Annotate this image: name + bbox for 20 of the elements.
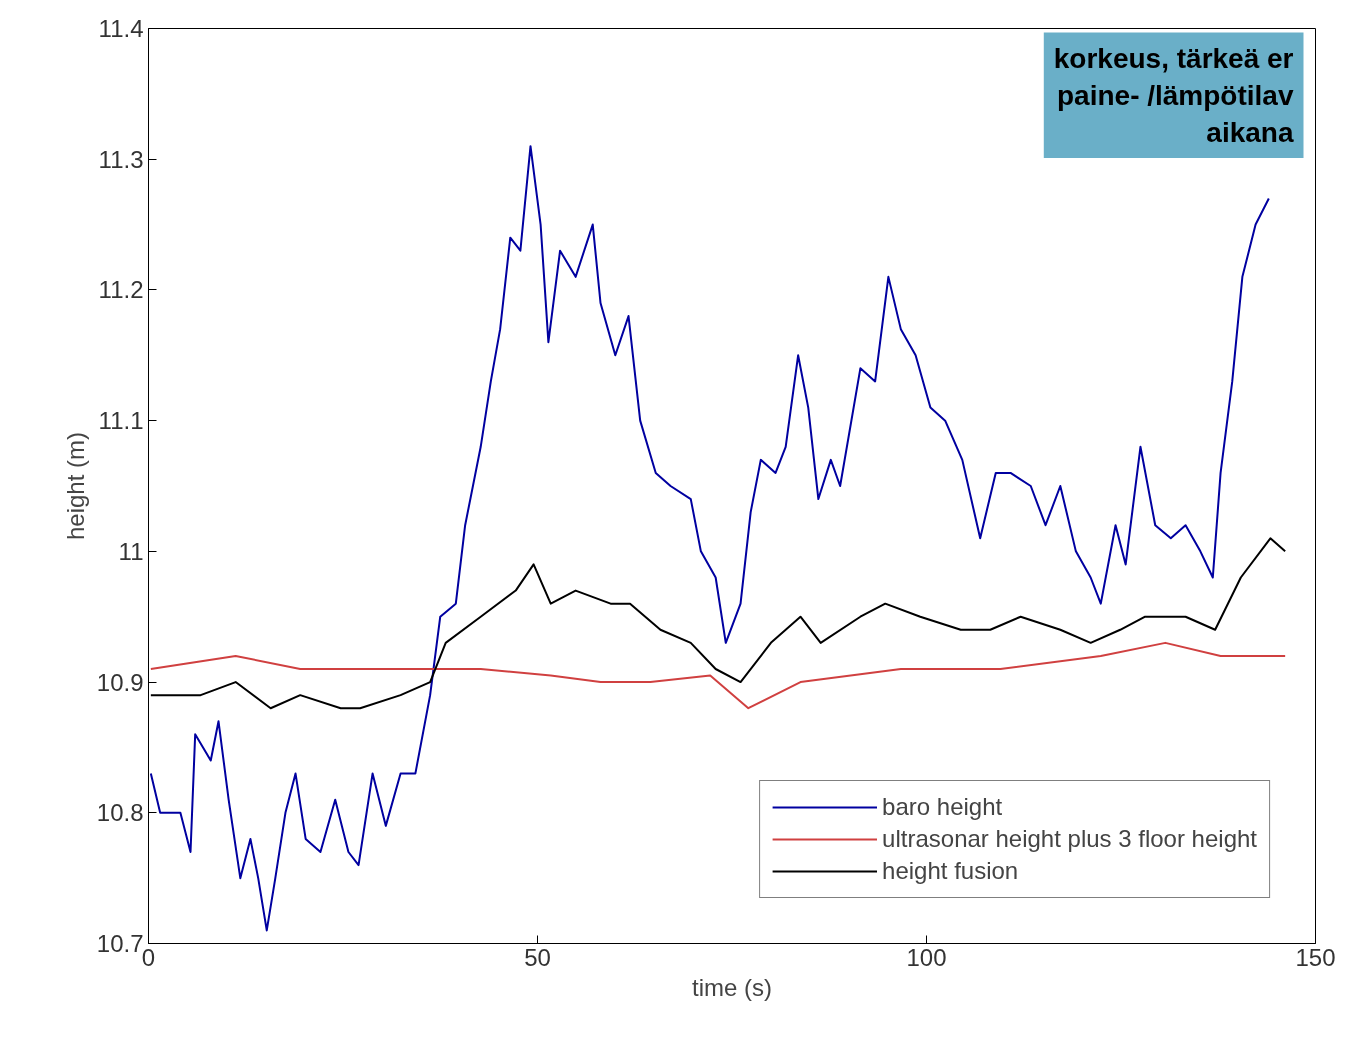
y-tick-label: 10.8	[96, 799, 144, 827]
x-tick-label: 0	[141, 943, 156, 971]
legend-label: baro height	[882, 793, 1003, 821]
legend-label: height fusion	[882, 857, 1019, 885]
x-tick-label: 100	[906, 943, 947, 971]
y-tick-label: 11.3	[98, 145, 144, 173]
x-tick-label: 150	[1295, 943, 1336, 971]
line-series	[149, 537, 1287, 710]
x-axis-title: time (s)	[692, 973, 772, 1001]
y-tick-label: 10.9	[96, 668, 144, 696]
line-series	[149, 145, 1270, 932]
x-tick-label: 50	[524, 943, 551, 971]
line-series	[149, 641, 1287, 710]
y-axis-title: height (m)	[61, 431, 89, 541]
annotation: korkeus, tärkeä er paine- /lämpötilav aikana	[1053, 42, 1294, 148]
y-tick-label: 11.1	[98, 407, 144, 435]
y-tick-label: 11.4	[98, 15, 144, 42]
y-tick-label: 11	[118, 537, 144, 565]
legend-label: ultrasonar height plus 3 floor height	[882, 825, 1257, 853]
y-tick-label: 11.2	[98, 276, 144, 304]
